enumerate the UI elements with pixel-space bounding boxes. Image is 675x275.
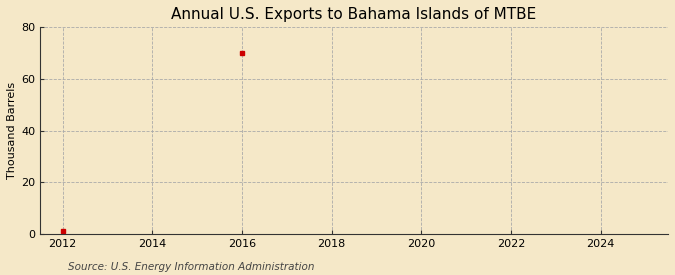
Title: Annual U.S. Exports to Bahama Islands of MTBE: Annual U.S. Exports to Bahama Islands of… [171, 7, 537, 22]
Text: Source: U.S. Energy Information Administration: Source: U.S. Energy Information Administ… [68, 262, 314, 272]
Y-axis label: Thousand Barrels: Thousand Barrels [7, 82, 17, 179]
